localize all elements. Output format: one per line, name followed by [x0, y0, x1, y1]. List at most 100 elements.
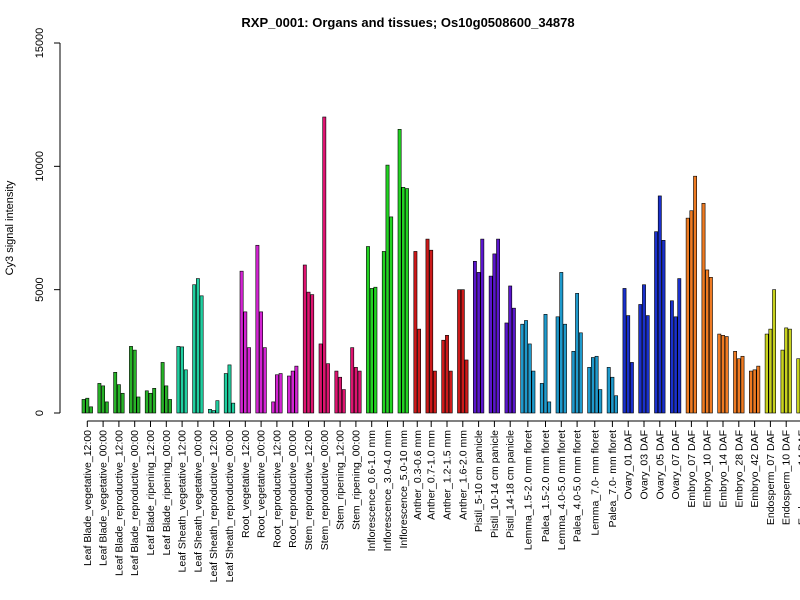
bar — [661, 240, 666, 414]
x-tick-label: Leaf Blade_vegetative_00:00 — [98, 430, 110, 566]
bar — [290, 370, 295, 414]
bar — [302, 264, 307, 414]
x-tick-label: Pistil_5-10 cm panicle — [473, 430, 485, 532]
bar — [369, 288, 374, 414]
bar — [104, 401, 109, 414]
bar — [721, 334, 725, 414]
bar — [559, 272, 564, 414]
bar — [638, 304, 643, 414]
bar — [578, 332, 583, 414]
x-tick-label: Stem_reproductive_00:00 — [319, 430, 331, 550]
bar — [389, 216, 394, 414]
bar — [547, 401, 552, 414]
bar — [705, 269, 710, 414]
bar — [196, 278, 200, 414]
bar — [176, 346, 181, 414]
bar — [717, 333, 722, 414]
bar — [432, 370, 437, 414]
bar — [708, 277, 713, 414]
bar — [425, 238, 430, 414]
bar — [350, 347, 355, 414]
bar — [539, 383, 544, 414]
bar — [772, 289, 777, 414]
bar — [768, 328, 773, 414]
bar — [748, 370, 753, 414]
bar — [353, 367, 358, 414]
bar — [476, 272, 481, 414]
x-tick-label: Inflorescence_3.0-4.0 mm — [382, 430, 394, 552]
bar — [239, 270, 244, 414]
bar — [504, 322, 509, 414]
bar — [381, 251, 386, 414]
bar — [243, 311, 248, 414]
bar — [594, 355, 599, 414]
bar — [657, 195, 662, 414]
bar — [85, 397, 90, 414]
bar — [318, 343, 323, 414]
bar — [199, 295, 204, 414]
x-tick-label: Lemma_7.0- mm floret — [589, 430, 601, 536]
bar — [306, 291, 311, 414]
bar — [629, 362, 634, 414]
bar — [457, 289, 462, 414]
bar — [673, 316, 678, 414]
bar — [227, 364, 232, 414]
x-tick-label: Inflorescence_5.0-10 mm — [398, 430, 410, 549]
bar — [180, 346, 185, 414]
x-tick-label: Pistil_10-14 cm panicle — [489, 430, 501, 538]
x-tick-label: Root_reproductive_00:00 — [287, 430, 299, 548]
bar — [274, 374, 279, 414]
bar — [294, 365, 299, 414]
x-tick-label: Anther_1.6-2.0 mm — [457, 430, 469, 520]
bar — [366, 246, 370, 414]
bar — [460, 289, 465, 414]
bar — [606, 367, 611, 414]
bar — [511, 307, 516, 414]
bar — [693, 175, 698, 414]
bar — [610, 376, 615, 414]
y-axis: 0 5000 10000 15000 — [34, 28, 61, 416]
bar — [136, 396, 141, 414]
x-tick-label: Stem_ripening_12:00 — [335, 430, 347, 530]
x-tick-label: Stem_ripening_00:00 — [350, 430, 362, 530]
bar — [645, 315, 650, 414]
x-tick-label: Endosperm_14 DAF — [797, 430, 800, 525]
bar — [622, 288, 627, 414]
bar — [724, 336, 729, 414]
bar — [160, 362, 165, 414]
x-axis: Leaf Blade_vegetative_12:00 Leaf Blade_ve… — [82, 420, 800, 583]
bar — [733, 351, 738, 414]
x-tick-label: Leaf Blade_ripening_12:00 — [145, 430, 157, 556]
x-tick-label: Leaf Sheath_reproductive_00:00 — [224, 430, 236, 583]
bar — [441, 339, 446, 414]
bar — [211, 410, 216, 414]
bar — [563, 323, 567, 414]
bar — [341, 389, 346, 414]
bar — [642, 284, 646, 414]
bar — [152, 388, 157, 414]
bar — [117, 384, 121, 414]
bar — [262, 347, 267, 414]
x-tick-label: Palea_7.0- mm floret — [607, 430, 619, 528]
bar — [373, 286, 378, 414]
bar — [183, 369, 188, 414]
x-tick-label: Ovary_01 DAF — [623, 430, 635, 499]
x-tick-label: Leaf Blade_vegetative_12:00 — [82, 430, 94, 566]
bar — [223, 373, 228, 414]
bar — [215, 400, 220, 414]
chart-title: RXP_0001: Organs and tissues; Os10g05086… — [241, 15, 574, 30]
bar — [614, 395, 619, 414]
bar — [669, 300, 674, 414]
bar — [543, 314, 548, 414]
bar — [101, 385, 106, 414]
bar — [508, 285, 513, 414]
bar — [575, 293, 580, 414]
bar — [796, 358, 800, 414]
bar — [488, 275, 493, 414]
bar — [520, 323, 525, 414]
bar — [192, 284, 197, 414]
bar — [752, 369, 757, 414]
x-tick-label: Root_reproductive_12:00 — [271, 430, 283, 548]
bar — [445, 334, 449, 414]
